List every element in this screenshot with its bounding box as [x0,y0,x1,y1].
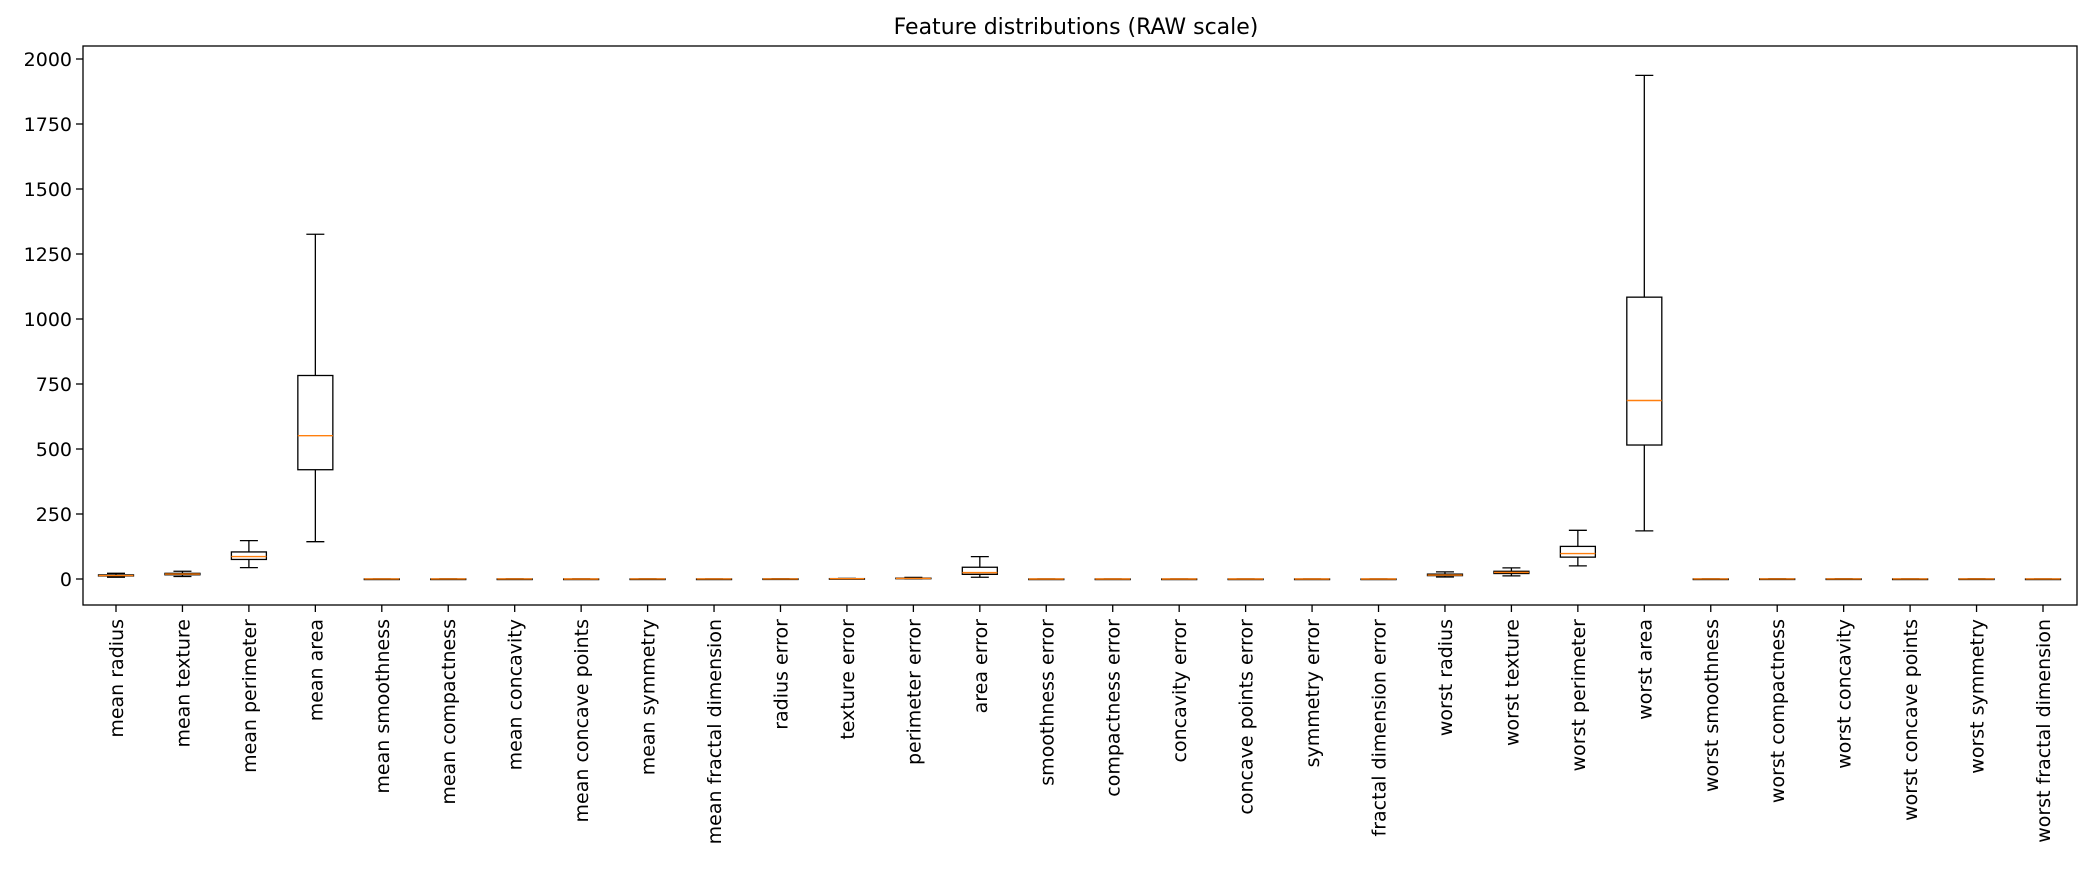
x-tick-label: mean smoothness [372,619,394,794]
box-18 [1293,578,1331,581]
box-13 [961,555,998,578]
chart-title: Feature distributions (RAW scale) [894,15,1259,40]
x-tick-label: worst smoothness [1701,619,1723,792]
box-10 [762,578,799,581]
box-7 [562,578,600,581]
box-26 [1825,578,1862,581]
box-28 [1958,578,1995,581]
box-17 [1227,578,1264,581]
box-1 [164,570,201,578]
box-12 [895,576,932,580]
box-19 [1360,578,1397,581]
box-9 [695,578,733,581]
box-iqr [297,374,334,471]
box-4 [363,578,400,581]
x-tick-label: mean texture [172,619,194,748]
x-tick-label: worst concave points [1900,619,1922,821]
y-tick-label: 1500 [24,179,72,201]
x-tick-label: worst texture [1501,619,1523,746]
box-22 [1559,529,1597,567]
y-tick-label: 750 [36,374,72,396]
x-tick-label: symmetry error [1302,619,1324,768]
box-8 [629,578,666,581]
box-14 [1028,578,1065,581]
x-axis: mean radius mean texture mean perimeter mea… [106,605,2055,844]
x-tick-label: worst symmetry [1967,619,1989,774]
x-tick-label: worst concavity [1834,619,1856,769]
y-axis: 0 250 500 750 1000 1250 1500 1750 2000 [24,49,83,591]
box-5 [430,578,467,581]
box-21 [1493,567,1530,577]
box-0 [97,572,135,578]
x-tick-label: worst compactness [1767,619,1789,803]
x-tick-label: perimeter error [903,619,925,765]
y-tick-label: 250 [36,504,72,526]
x-tick-label: mean perimeter [239,619,261,773]
x-tick-label: texture error [837,619,859,740]
x-tick-label: mean fractal dimension [704,619,726,844]
x-tick-label: compactness error [1103,619,1125,797]
y-tick-label: 1250 [24,244,72,266]
box-20 [1426,571,1464,578]
x-tick-label: mean compactness [438,619,460,805]
y-tick-label: 2000 [24,49,72,71]
box-iqr [1559,545,1597,558]
x-tick-label: mean radius [106,619,128,738]
x-tick-label: mean concave points [571,619,593,822]
box-23 [1626,74,1663,532]
x-tick-label: mean concavity [505,619,527,770]
y-tick-label: 0 [60,569,72,591]
x-tick-label: worst perimeter [1568,619,1590,772]
box-2 [230,540,268,569]
y-tick-label: 1000 [24,309,72,331]
box-25 [1759,578,1796,581]
x-tick-label: worst radius [1435,619,1457,736]
box-29 [2024,578,2062,581]
x-tick-label: concave points error [1236,619,1258,815]
x-tick-label: worst area [1634,619,1656,720]
x-tick-label: mean symmetry [638,619,660,775]
x-tick-label: mean area [305,619,327,721]
x-tick-label: concavity error [1169,619,1191,763]
box-15 [1094,578,1131,581]
box-24 [1692,578,1729,581]
x-tick-label: radius error [770,619,792,730]
y-tick-label: 1750 [24,114,72,136]
x-tick-label: fractal dimension error [1369,619,1391,837]
x-tick-label: worst fractal dimension [2033,619,2055,843]
box-iqr [230,551,268,561]
box-iqr [1626,296,1663,446]
box-iqr [961,566,998,575]
box-6 [496,578,533,581]
plot-frame [82,45,2078,606]
x-tick-label: area error [970,619,992,714]
y-tick-label: 500 [36,439,72,461]
box-16 [1161,578,1198,581]
box-series [97,74,2062,581]
x-tick-label: smoothness error [1036,619,1058,786]
box-27 [1891,578,1929,581]
box-11 [828,577,866,580]
box-3 [297,233,334,543]
